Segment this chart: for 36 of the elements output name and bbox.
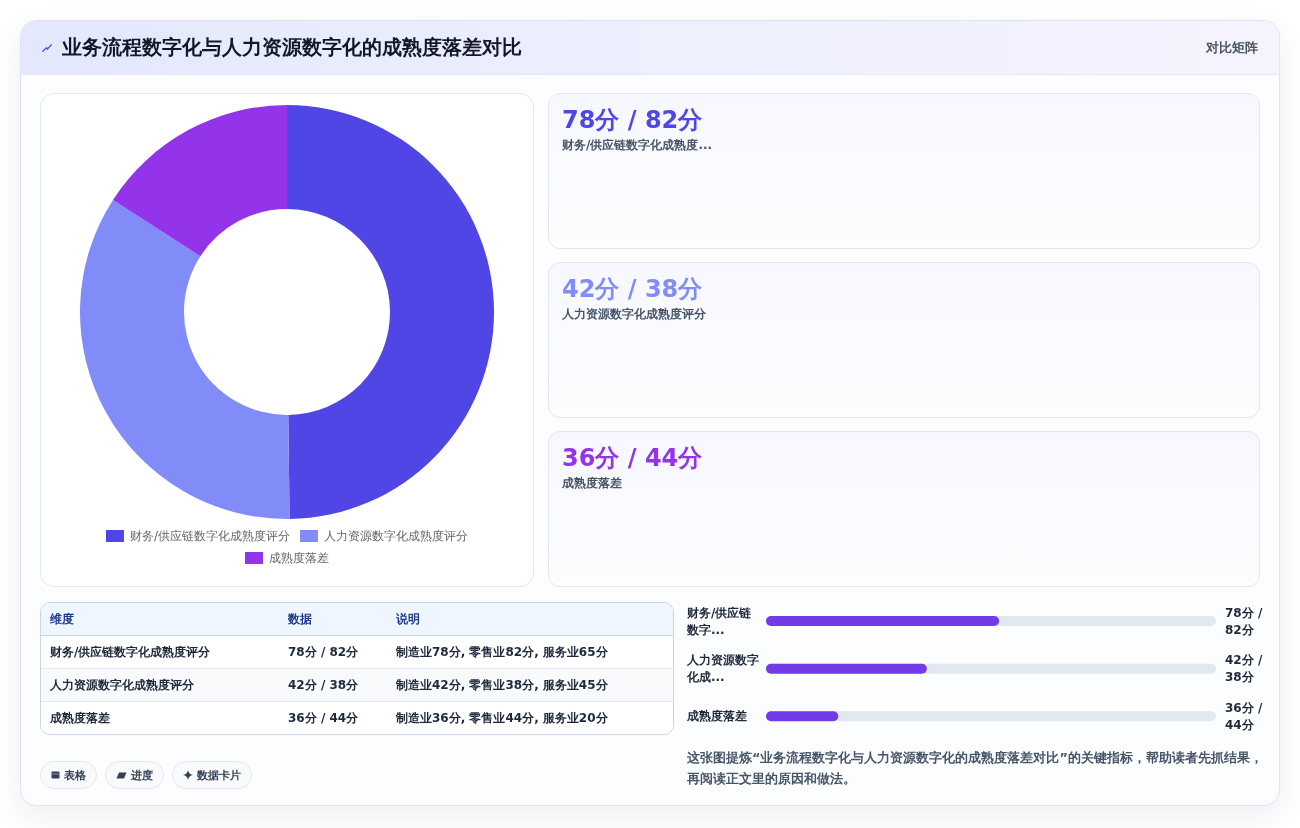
text: 42分 / 38分 xyxy=(1225,653,1263,685)
donut-slice xyxy=(287,105,494,519)
text: 表格 xyxy=(64,767,86,783)
text: 人力资源数字化成熟度评分 xyxy=(562,307,706,321)
text: 78分 / 82分 xyxy=(1225,605,1263,637)
text: 成熟度落差 xyxy=(50,710,110,725)
text: 财务/供应链数字化成熟度... xyxy=(562,138,713,152)
text: 维度 xyxy=(50,611,74,626)
text: 36分 / 44分 xyxy=(562,444,703,472)
text: 进度 xyxy=(131,767,153,783)
text: 业务流程数字化与人力资源数字化的成熟度落差对比 xyxy=(62,35,522,59)
text: 财务/供应链数字化成熟度评分 xyxy=(50,644,211,659)
text: 说明 xyxy=(396,611,420,626)
legend-label: 人力资源数字化成熟度评分 xyxy=(324,527,469,545)
y-tick-label: 财务/供应链数字... xyxy=(686,605,753,637)
y-tick-label: 成熟度落差 xyxy=(686,709,747,724)
text: 42分 / 38分 xyxy=(562,275,703,303)
text: 数据 xyxy=(288,611,312,626)
text: 对比矩阵 xyxy=(1206,39,1258,55)
text: 制造业36分, 零售业44分, 服务业20分 xyxy=(396,710,608,725)
legend-label: 财务/供应链数字化成熟度评分 xyxy=(129,527,291,545)
text: 78分 / 82分 xyxy=(288,644,359,659)
donut-slice xyxy=(112,105,287,257)
text: 这张图提炼“业务流程数字化与人力资源数字化的成熟度落差对比”的关键指标，帮助读者先抓结果，再阅读正文里的原因和做法。 xyxy=(687,750,1263,786)
text: 数据卡片 xyxy=(197,767,241,783)
donut-slice xyxy=(80,199,290,519)
y-tick-label: 人力资源数字化成... xyxy=(686,653,759,685)
legend-label: 成熟度落差 xyxy=(269,549,329,567)
text: 制造业78分, 零售业82分, 服务业65分 xyxy=(396,644,608,659)
text: 成熟度落差 xyxy=(562,476,622,490)
text: 36分 / 44分 xyxy=(288,710,359,725)
text: 人力资源数字化成熟度评分 xyxy=(50,677,194,692)
text: 42分 / 38分 xyxy=(288,677,359,692)
text: 36分 / 44分 xyxy=(1225,701,1263,733)
text: 制造业42分, 零售业38分, 服务业45分 xyxy=(396,677,608,692)
text: 78分 / 82分 xyxy=(562,106,703,134)
